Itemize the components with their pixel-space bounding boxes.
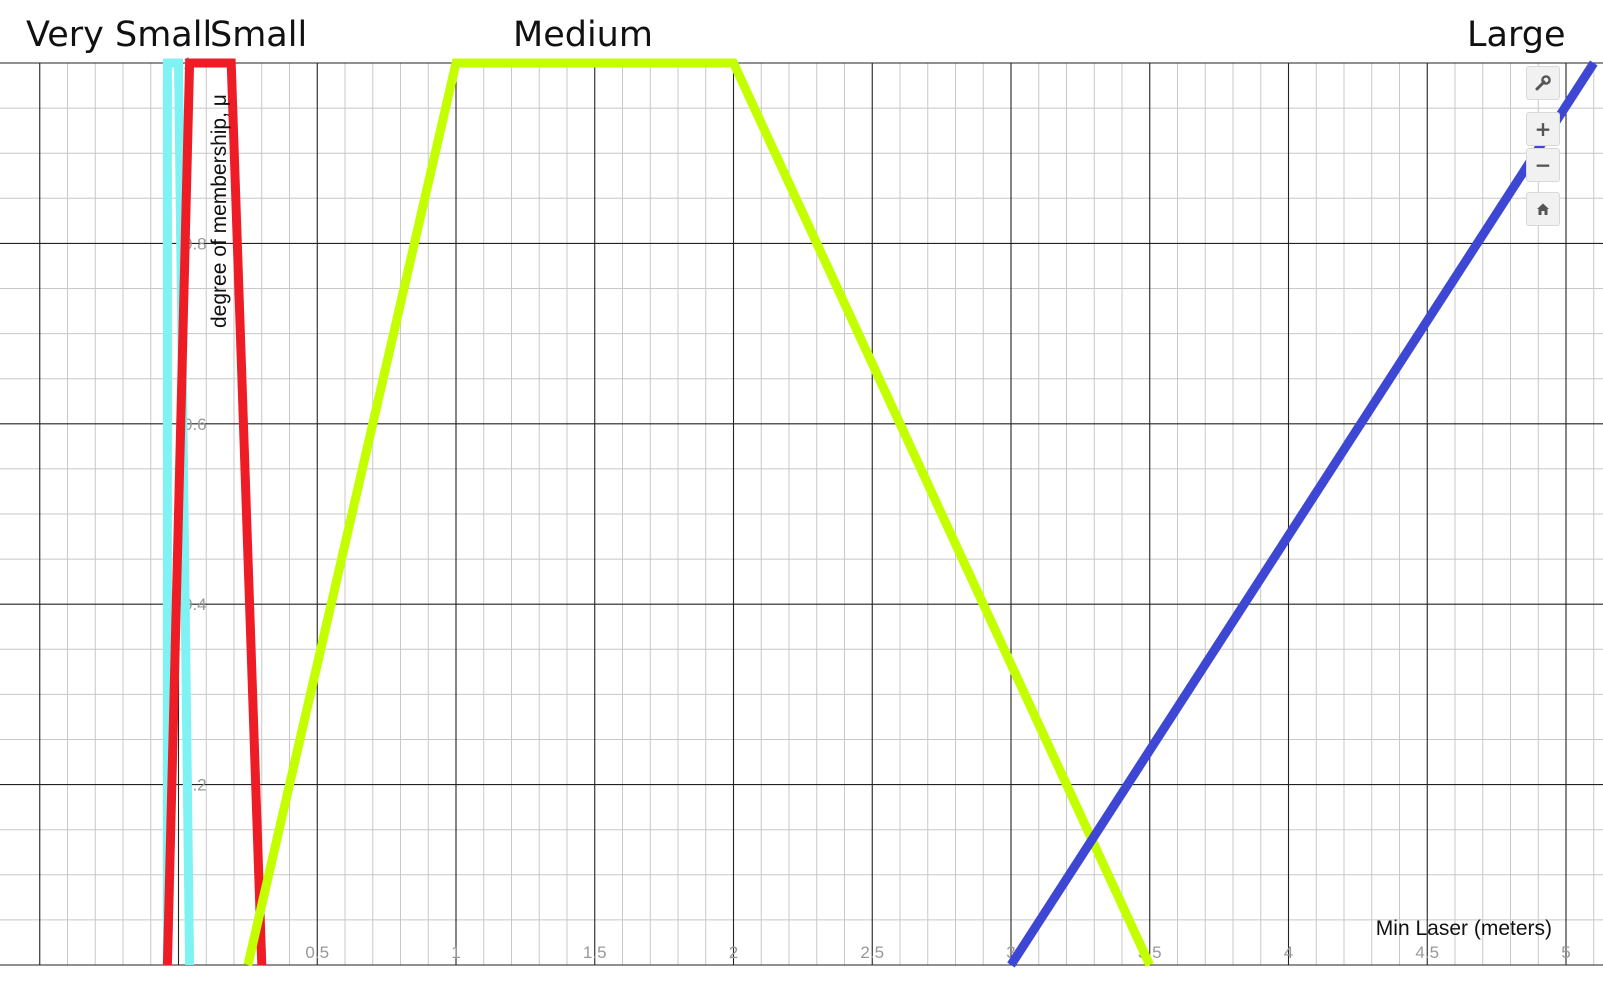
x-tick-label: 0.5 — [305, 943, 329, 962]
minus-icon: − — [1534, 153, 1552, 177]
home-button[interactable] — [1526, 192, 1560, 226]
settings-button[interactable] — [1526, 66, 1560, 100]
label-very-small: Very Small — [26, 15, 213, 55]
x-tick-label: 4.5 — [1415, 943, 1439, 962]
x-tick-label: 1 — [451, 943, 460, 962]
series-line-small — [162, 58, 267, 966]
x-tick-label: 2.5 — [860, 943, 884, 962]
x-tick-label: 2 — [729, 943, 738, 962]
label-small: Small — [210, 15, 308, 55]
x-tick-label: 1.5 — [583, 943, 607, 962]
plus-icon: + — [1534, 117, 1552, 141]
series-lines — [162, 58, 1598, 968]
home-icon — [1537, 203, 1549, 215]
y-tick-label: 0.6 — [183, 415, 207, 434]
minor-gridlines — [0, 63, 1603, 965]
y-axis-label: degree of membership, μ — [208, 94, 231, 328]
series-line-medium — [243, 58, 1154, 967]
label-medium: Medium — [513, 15, 653, 55]
series-line-very-small — [162, 58, 195, 966]
x-tick-label: 5 — [1561, 943, 1570, 962]
zoom-in-button[interactable]: + — [1526, 112, 1560, 146]
zoom-out-button[interactable]: − — [1526, 148, 1560, 182]
label-large: Large — [1467, 15, 1566, 55]
x-tick-label: 3 — [1006, 943, 1015, 962]
major-gridlines — [0, 62, 1603, 966]
x-axis-label: Min Laser (meters) — [1376, 917, 1552, 940]
series-line-large — [1007, 60, 1598, 968]
wrench-icon — [1535, 75, 1551, 91]
tick-labels: 0.5 1 1.5 2 2.5 3 3.5 4 4.5 50.20.40.60.81 — [183, 54, 1571, 962]
x-tick-label: 4 — [1284, 943, 1293, 962]
